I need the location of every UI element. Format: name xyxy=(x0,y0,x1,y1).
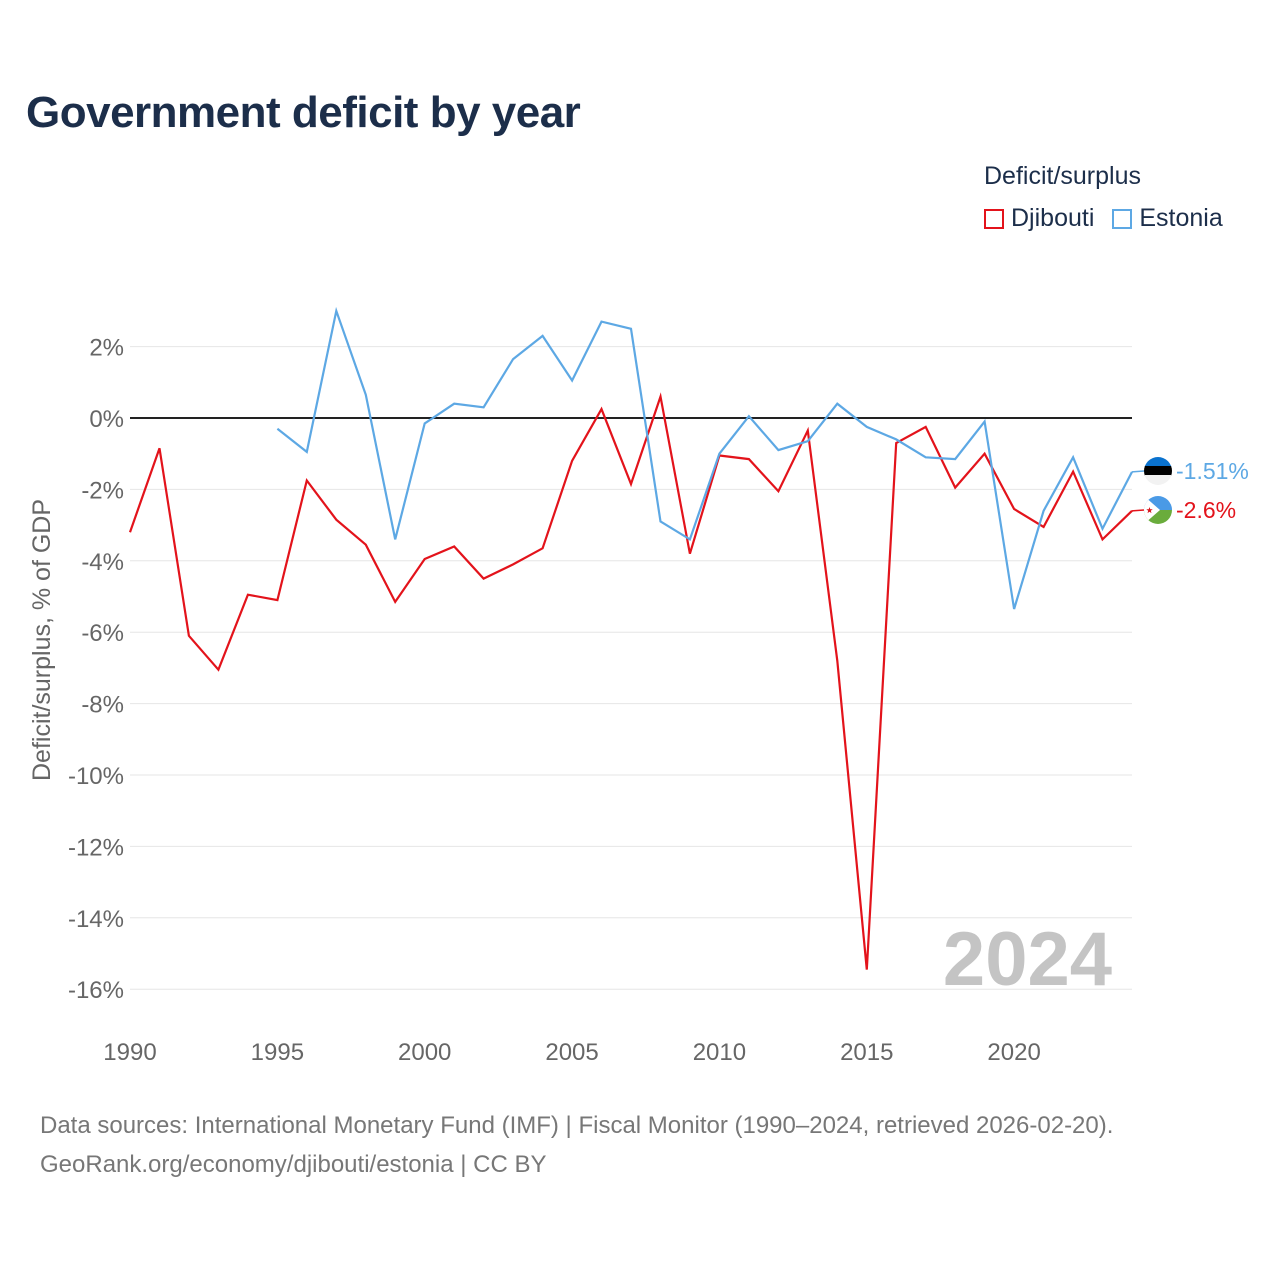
end-connector-djibouti xyxy=(1131,509,1145,512)
x-tick-label: 1995 xyxy=(251,1039,304,1066)
x-tick-label: 2015 xyxy=(840,1039,893,1066)
end-label-estonia: -1.51% xyxy=(1176,458,1249,484)
x-tick-label: 1990 xyxy=(103,1039,156,1066)
end-connector-estonia xyxy=(1131,470,1145,473)
y-tick-label: 2% xyxy=(89,335,124,362)
y-tick-label: -12% xyxy=(68,834,124,861)
chart-title: Government deficit by year xyxy=(26,88,581,137)
line-chart: 2024 2% 0% -2% -4% -6% -8% -10% -12% -14% -16% 19… xyxy=(28,306,1249,1066)
y-axis-ticks: 2% 0% -2% -4% -6% -8% -10% -12% -14% -16% xyxy=(68,335,124,1005)
y-axis-label: Deficit/surplus, % of GDP xyxy=(28,499,56,781)
end-label-djibouti: -2.6% xyxy=(1176,497,1236,523)
gridlines xyxy=(130,346,1132,990)
data-sources: Data sources: International Monetary Fun… xyxy=(40,1106,1113,1184)
y-tick-label: -14% xyxy=(68,906,124,933)
estonia-flag-icon xyxy=(1144,457,1172,485)
sources-line-1: Data sources: International Monetary Fun… xyxy=(40,1112,1114,1139)
watermark-year: 2024 xyxy=(943,917,1112,1002)
legend-label-estonia: Estonia xyxy=(1139,204,1223,232)
y-tick-label: -4% xyxy=(81,549,124,576)
x-tick-label: 2005 xyxy=(545,1039,598,1066)
y-tick-label: -16% xyxy=(68,977,124,1004)
y-tick-label: 0% xyxy=(89,406,124,433)
series-line-djibouti xyxy=(128,392,1133,970)
x-tick-label: 2000 xyxy=(398,1039,451,1066)
x-tick-label: 2020 xyxy=(987,1039,1040,1066)
legend-item-djibouti[interactable]: Djibouti xyxy=(984,204,1094,233)
sources-line-2[interactable]: GeoRank.org/economy/djibouti/estonia | C… xyxy=(40,1151,547,1178)
series-lines xyxy=(128,306,1133,970)
legend-label-djibouti: Djibouti xyxy=(1011,204,1095,232)
series-line-estonia xyxy=(276,306,1133,610)
legend-item-estonia[interactable]: Estonia xyxy=(1112,204,1223,233)
y-tick-label: -2% xyxy=(81,477,124,504)
end-flags xyxy=(1144,457,1172,524)
y-tick-label: -8% xyxy=(81,692,124,719)
y-tick-label: -6% xyxy=(81,620,124,647)
legend: Djibouti Estonia xyxy=(984,204,1223,233)
legend-swatch-djibouti xyxy=(984,208,1004,229)
x-tick-label: 2010 xyxy=(693,1039,746,1066)
end-labels: -2.6% -1.51% xyxy=(1131,458,1249,523)
x-axis-ticks: 1990 1995 2000 2005 2010 2015 2020 xyxy=(103,1039,1041,1066)
legend-title: Deficit/surplus xyxy=(984,162,1141,190)
djibouti-flag-icon xyxy=(1144,496,1172,524)
y-tick-label: -10% xyxy=(68,763,124,790)
legend-swatch-estonia xyxy=(1112,208,1133,229)
